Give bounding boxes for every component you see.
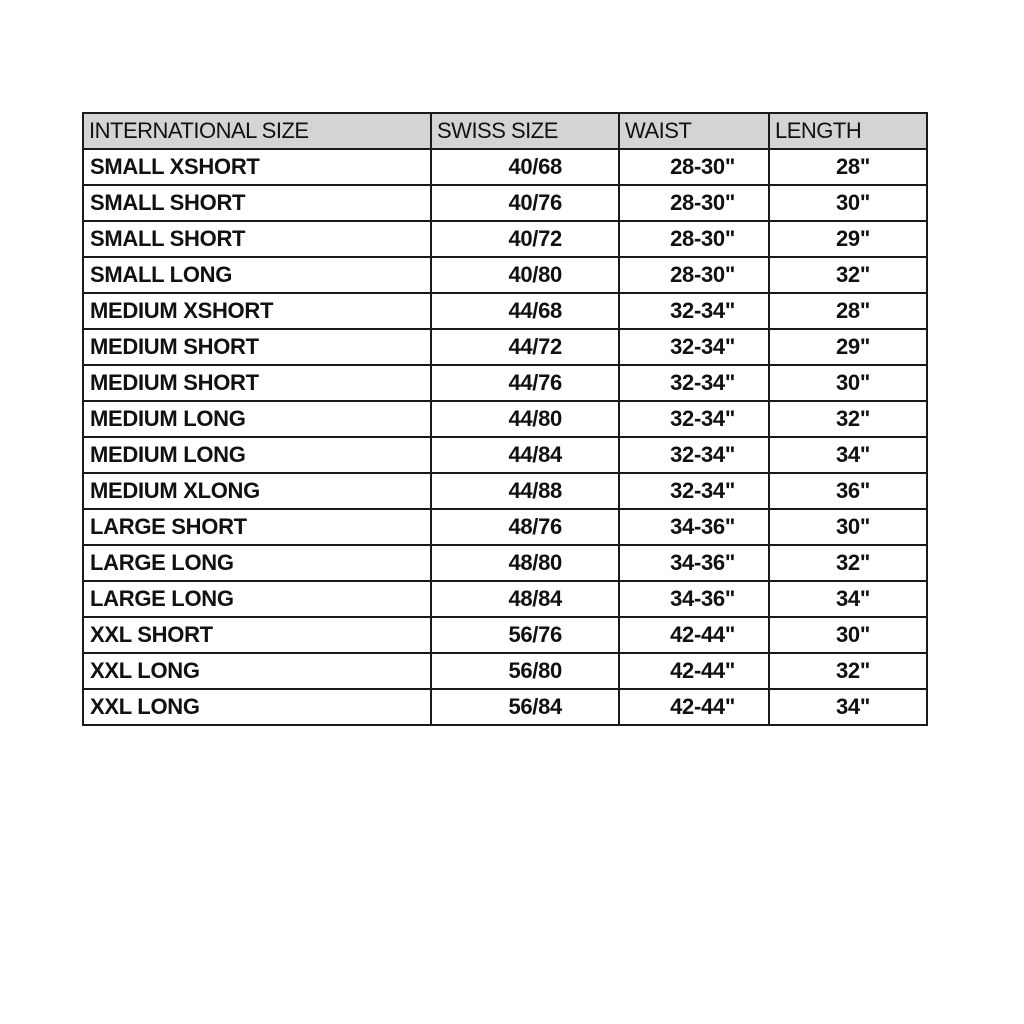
table-row: MEDIUM SHORT 44/72 32-34" 29" bbox=[82, 328, 928, 366]
international-size-cell: SMALL SHORT bbox=[82, 184, 432, 222]
waist-cell: 34-36" bbox=[618, 544, 770, 582]
swiss-size-cell: 56/84 bbox=[430, 688, 620, 726]
length-cell: 30" bbox=[768, 364, 928, 402]
international-size-cell: LARGE LONG bbox=[82, 580, 432, 618]
waist-cell: 32-34" bbox=[618, 364, 770, 402]
length-cell: 34" bbox=[768, 580, 928, 618]
table-row: MEDIUM SHORT 44/76 32-34" 30" bbox=[82, 364, 928, 402]
table-row: MEDIUM XSHORT 44/68 32-34" 28" bbox=[82, 292, 928, 330]
table-row: XXL LONG 56/84 42-44" 34" bbox=[82, 688, 928, 726]
length-cell: 32" bbox=[768, 652, 928, 690]
header-international-size: INTERNATIONAL SIZE bbox=[82, 112, 432, 150]
waist-cell: 32-34" bbox=[618, 436, 770, 474]
international-size-cell: XXL SHORT bbox=[82, 616, 432, 654]
swiss-size-cell: 44/76 bbox=[430, 364, 620, 402]
length-cell: 30" bbox=[768, 184, 928, 222]
international-size-cell: XXL LONG bbox=[82, 688, 432, 726]
table-row: LARGE SHORT 48/76 34-36" 30" bbox=[82, 508, 928, 546]
waist-cell: 34-36" bbox=[618, 508, 770, 546]
international-size-cell: SMALL LONG bbox=[82, 256, 432, 294]
waist-cell: 42-44" bbox=[618, 652, 770, 690]
swiss-size-cell: 44/68 bbox=[430, 292, 620, 330]
waist-cell: 32-34" bbox=[618, 292, 770, 330]
length-cell: 32" bbox=[768, 400, 928, 438]
waist-cell: 32-34" bbox=[618, 328, 770, 366]
length-cell: 28" bbox=[768, 292, 928, 330]
swiss-size-cell: 48/80 bbox=[430, 544, 620, 582]
swiss-size-cell: 40/80 bbox=[430, 256, 620, 294]
international-size-cell: MEDIUM SHORT bbox=[82, 364, 432, 402]
length-cell: 29" bbox=[768, 220, 928, 258]
swiss-size-cell: 40/72 bbox=[430, 220, 620, 258]
swiss-size-cell: 44/84 bbox=[430, 436, 620, 474]
header-waist: WAIST bbox=[618, 112, 770, 150]
international-size-cell: XXL LONG bbox=[82, 652, 432, 690]
table-row: LARGE LONG 48/80 34-36" 32" bbox=[82, 544, 928, 582]
swiss-size-cell: 48/84 bbox=[430, 580, 620, 618]
length-cell: 30" bbox=[768, 508, 928, 546]
table-row: XXL LONG 56/80 42-44" 32" bbox=[82, 652, 928, 690]
header-row: INTERNATIONAL SIZE SWISS SIZE WAIST LENG… bbox=[82, 112, 928, 150]
international-size-cell: SMALL SHORT bbox=[82, 220, 432, 258]
swiss-size-cell: 56/80 bbox=[430, 652, 620, 690]
table-row: LARGE LONG 48/84 34-36" 34" bbox=[82, 580, 928, 618]
length-cell: 28" bbox=[768, 148, 928, 186]
table-row: SMALL LONG 40/80 28-30" 32" bbox=[82, 256, 928, 294]
international-size-cell: MEDIUM SHORT bbox=[82, 328, 432, 366]
international-size-cell: MEDIUM XLONG bbox=[82, 472, 432, 510]
swiss-size-cell: 44/72 bbox=[430, 328, 620, 366]
table-row: SMALL XSHORT 40/68 28-30" 28" bbox=[82, 148, 928, 186]
waist-cell: 32-34" bbox=[618, 472, 770, 510]
table-row: XXL SHORT 56/76 42-44" 30" bbox=[82, 616, 928, 654]
waist-cell: 28-30" bbox=[618, 256, 770, 294]
header-swiss-size: SWISS SIZE bbox=[430, 112, 620, 150]
size-chart-table: INTERNATIONAL SIZE SWISS SIZE WAIST LENG… bbox=[82, 112, 928, 726]
waist-cell: 32-34" bbox=[618, 400, 770, 438]
length-cell: 30" bbox=[768, 616, 928, 654]
waist-cell: 42-44" bbox=[618, 616, 770, 654]
table-row: MEDIUM LONG 44/80 32-34" 32" bbox=[82, 400, 928, 438]
table-row: MEDIUM XLONG 44/88 32-34" 36" bbox=[82, 472, 928, 510]
waist-cell: 28-30" bbox=[618, 184, 770, 222]
international-size-cell: LARGE SHORT bbox=[82, 508, 432, 546]
table-row: SMALL SHORT 40/72 28-30" 29" bbox=[82, 220, 928, 258]
length-cell: 34" bbox=[768, 436, 928, 474]
waist-cell: 34-36" bbox=[618, 580, 770, 618]
length-cell: 36" bbox=[768, 472, 928, 510]
swiss-size-cell: 48/76 bbox=[430, 508, 620, 546]
international-size-cell: MEDIUM LONG bbox=[82, 400, 432, 438]
international-size-cell: MEDIUM XSHORT bbox=[82, 292, 432, 330]
swiss-size-cell: 40/68 bbox=[430, 148, 620, 186]
length-cell: 29" bbox=[768, 328, 928, 366]
waist-cell: 28-30" bbox=[618, 220, 770, 258]
international-size-cell: LARGE LONG bbox=[82, 544, 432, 582]
table-row: MEDIUM LONG 44/84 32-34" 34" bbox=[82, 436, 928, 474]
swiss-size-cell: 56/76 bbox=[430, 616, 620, 654]
length-cell: 34" bbox=[768, 688, 928, 726]
swiss-size-cell: 44/88 bbox=[430, 472, 620, 510]
international-size-cell: MEDIUM LONG bbox=[82, 436, 432, 474]
international-size-cell: SMALL XSHORT bbox=[82, 148, 432, 186]
length-cell: 32" bbox=[768, 256, 928, 294]
length-cell: 32" bbox=[768, 544, 928, 582]
table-row: SMALL SHORT 40/76 28-30" 30" bbox=[82, 184, 928, 222]
swiss-size-cell: 44/80 bbox=[430, 400, 620, 438]
header-length: LENGTH bbox=[768, 112, 928, 150]
swiss-size-cell: 40/76 bbox=[430, 184, 620, 222]
waist-cell: 28-30" bbox=[618, 148, 770, 186]
waist-cell: 42-44" bbox=[618, 688, 770, 726]
